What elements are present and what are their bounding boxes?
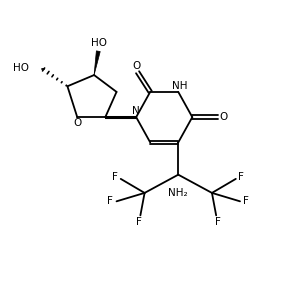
Text: N: N [132,106,140,116]
Text: O: O [132,61,140,71]
Text: NH: NH [172,81,187,91]
Text: O: O [73,118,81,128]
Text: F: F [136,217,142,226]
Text: HO: HO [13,63,29,73]
Polygon shape [94,51,100,75]
Text: F: F [243,196,249,206]
Text: F: F [107,196,113,206]
Text: O: O [220,112,228,122]
Text: NH₂: NH₂ [168,188,188,198]
Text: F: F [215,217,220,226]
Text: F: F [112,173,118,182]
Text: HO: HO [91,38,107,48]
Text: F: F [239,173,244,182]
